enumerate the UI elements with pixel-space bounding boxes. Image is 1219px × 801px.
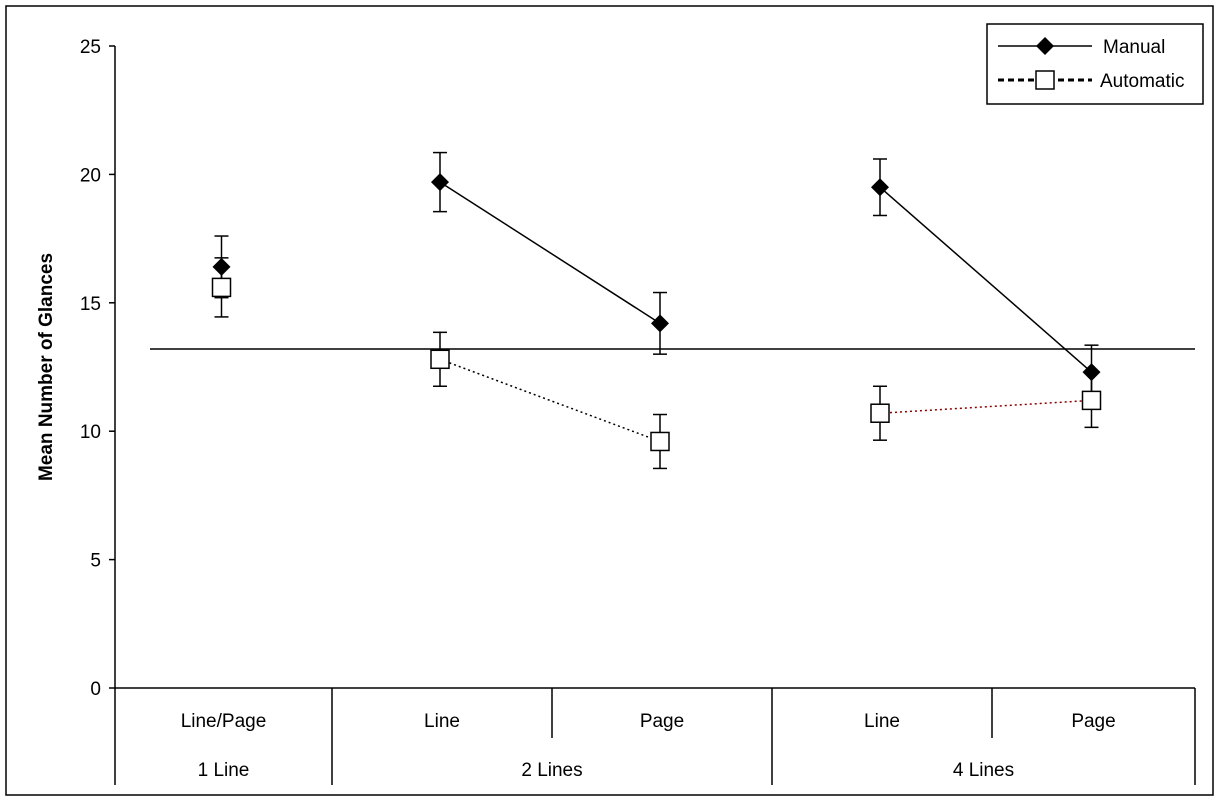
manual-series-line [879,186,1092,373]
automatic-point [650,431,670,452]
automatic-point [430,349,450,370]
manual-point [871,178,889,197]
x-tick-label: Line [864,711,900,732]
automatic-series-line [879,399,1092,414]
y-tick-label: 0 [90,679,101,700]
y-tick-label: 25 [80,37,101,58]
legend-manual-label: Manual [1103,37,1165,58]
chart-border [5,5,1214,796]
x-group-label: 2 Lines [521,760,582,781]
manual-point [431,173,449,192]
manual-point [212,257,231,276]
y-tick-label: 5 [90,551,101,572]
axes: 0 5 10 15 20 25 Line/Page Line Page Line Page 1 Lin… [80,37,1196,785]
x-tick-label: Page [640,711,684,732]
manual-point [1082,363,1101,382]
series-group [211,151,1102,470]
legend: Manual Automatic [986,23,1204,105]
legend-manual-marker [1036,37,1054,55]
automatic-series-line [439,358,661,443]
manual-series-line [439,181,661,324]
x-tick-label: Line/Page [181,711,267,732]
legend-automatic-label: Automatic [1100,71,1184,92]
manual-point [651,314,669,333]
legend-automatic-marker [1035,70,1055,90]
x-group-label: 4 Lines [953,760,1014,781]
legend-box [986,23,1204,105]
automatic-point [1081,390,1102,411]
y-axis-label: Mean Number of Glances [36,253,57,481]
x-group-label: 1 Line [198,760,250,781]
x-tick-label: Page [1071,711,1115,732]
y-tick-label: 20 [80,165,101,186]
y-tick-label: 15 [80,294,101,315]
automatic-point [211,277,232,298]
automatic-point [870,403,890,423]
x-tick-label: Line [424,711,460,732]
y-tick-label: 10 [80,422,101,443]
